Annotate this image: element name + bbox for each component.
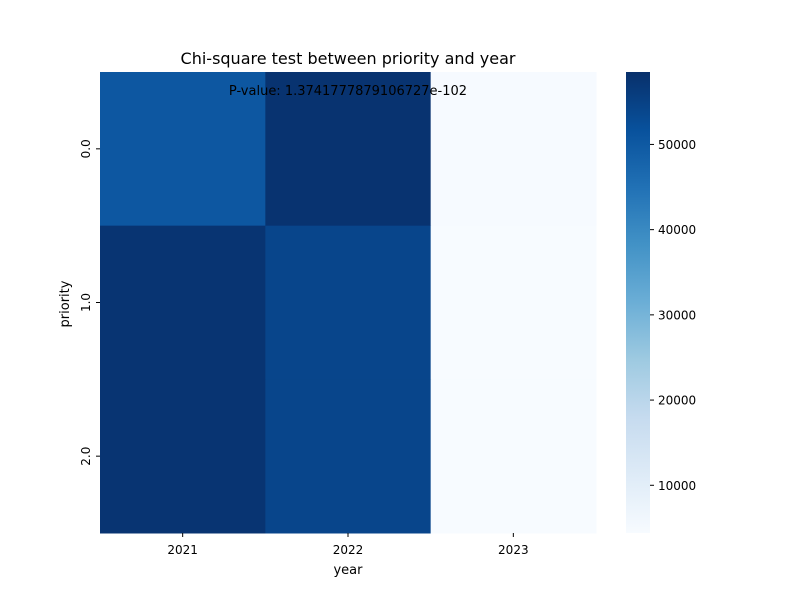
heatmap-cell bbox=[100, 225, 266, 380]
y-tick-label: 1.0 bbox=[79, 293, 93, 312]
heatmap-cell bbox=[430, 225, 597, 380]
heatmap-cell bbox=[430, 379, 597, 534]
colorbar-tick-label: 20000 bbox=[658, 394, 696, 408]
y-tick-label: 2.0 bbox=[79, 447, 93, 466]
y-axis-ticks: 0.0 1.0 2.0 bbox=[79, 139, 100, 466]
colorbar-tick-label: 30000 bbox=[658, 308, 696, 322]
colorbar-tick-label: 40000 bbox=[658, 223, 696, 237]
heatmap-cell bbox=[430, 72, 597, 227]
x-tick-label: 2023 bbox=[498, 543, 529, 557]
x-axis-label: year bbox=[333, 563, 363, 578]
colorbar-tick-label: 50000 bbox=[658, 138, 696, 152]
chart-title: Chi-square test between priority and yea… bbox=[181, 49, 516, 68]
heatmap-cell bbox=[100, 72, 266, 227]
heatmap-cell bbox=[100, 379, 266, 534]
colorbar-ticks: 10000 20000 30000 40000 50000 bbox=[650, 138, 696, 493]
heatmap-cells bbox=[100, 72, 597, 534]
p-value-annotation: P-value: 1.3741777879106727e-102 bbox=[229, 84, 467, 99]
y-axis-label: priority bbox=[58, 280, 73, 327]
x-tick-label: 2021 bbox=[167, 543, 198, 557]
x-axis-ticks: 2021 2022 2023 bbox=[167, 533, 529, 557]
heatmap-cell bbox=[265, 379, 432, 534]
y-tick-label: 0.0 bbox=[79, 139, 93, 158]
heatmap-cell bbox=[265, 225, 432, 380]
heatmap-cell bbox=[265, 72, 432, 227]
colorbar-gradient bbox=[626, 72, 650, 533]
colorbar-tick-label: 10000 bbox=[658, 479, 696, 493]
x-tick-label: 2022 bbox=[333, 543, 364, 557]
colorbar bbox=[626, 72, 650, 533]
